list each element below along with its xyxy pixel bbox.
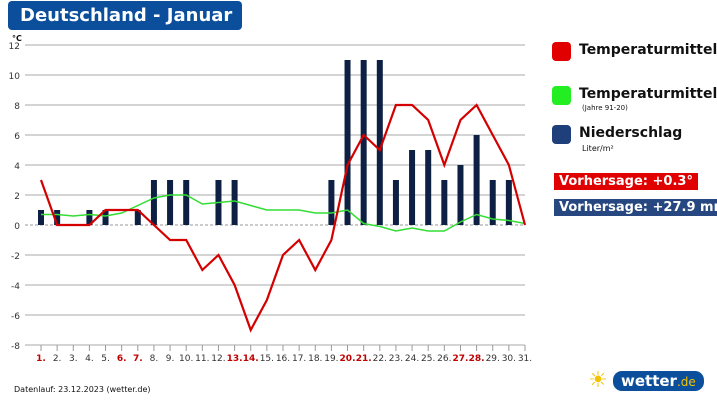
- source-note: Datenlauf: 23.12.2023 (wetter.de): [14, 385, 151, 394]
- precip-bar-day-13: [231, 180, 238, 225]
- precip-bar-day-5: [102, 210, 109, 225]
- x-tick-label: 11.: [195, 354, 209, 364]
- precip-bar-day-19: [328, 180, 335, 225]
- y-tick-label: -2: [11, 252, 20, 262]
- precip-bar-day-27: [457, 165, 464, 225]
- x-tick-label: 19.: [324, 354, 338, 364]
- precip-bar-day-23: [392, 180, 399, 225]
- y-tick-label: 4: [14, 162, 20, 172]
- legend-sublabel: (Jahre 91-20): [582, 104, 628, 112]
- y-tick-label: 10: [9, 72, 21, 82]
- precip-bar-day-25: [425, 150, 432, 225]
- logo-tld: .de: [676, 375, 696, 389]
- x-tick-label: 31.: [518, 354, 532, 364]
- legend-label: Temperaturmittel: [579, 42, 717, 58]
- x-tick-label: 8.: [150, 354, 159, 364]
- wetter-logo[interactable]: ☀ wetter.de: [586, 369, 704, 393]
- x-tick-label: 17.: [292, 354, 306, 364]
- x-tick-label: 23.: [389, 354, 403, 364]
- x-tick-label: 22.: [373, 354, 387, 364]
- precip-bar-day-24: [409, 150, 416, 225]
- temperature-normal-line: [41, 194, 526, 232]
- x-tick-label: 12.: [211, 354, 225, 364]
- y-tick-label: -4: [11, 282, 20, 292]
- x-tick-label: 6.: [117, 354, 127, 364]
- x-tick-label: 20.: [340, 354, 356, 364]
- y-tick-label: -8: [11, 342, 20, 352]
- x-tick-label: 15.: [260, 354, 274, 364]
- x-tick-label: 14.: [243, 354, 259, 364]
- x-tick-label: 4.: [85, 354, 94, 364]
- x-tick-label: 28.: [469, 354, 485, 364]
- logo-main: wetter: [621, 372, 677, 390]
- x-tick-label: 9.: [166, 354, 175, 364]
- y-tick-label: 0: [14, 222, 20, 232]
- legend-swatch-red: [552, 42, 571, 61]
- x-tick-label: 7.: [133, 354, 143, 364]
- x-tick-label: 10.: [179, 354, 193, 364]
- legend-swatch-blue: [552, 125, 571, 144]
- forecast-precip-badge: Vorhersage: +27.9 mm: [554, 199, 717, 216]
- precip-bar-day-4: [86, 210, 93, 225]
- y-tick-label: 8: [14, 102, 20, 112]
- precip-bar-day-30: [505, 180, 512, 225]
- legend-sublabel: Liter/m²: [582, 144, 614, 153]
- sun-icon: ☀: [588, 368, 608, 393]
- precip-bar-day-1: [38, 210, 44, 225]
- legend-swatch-green: [552, 86, 571, 105]
- precip-bar-day-2: [54, 210, 61, 225]
- forecast-temp-badge: Vorhersage: +0.3°: [554, 173, 698, 190]
- y-tick-label: -6: [11, 312, 20, 322]
- x-tick-label: 21.: [356, 354, 372, 364]
- precip-bar-day-7: [134, 210, 141, 225]
- precip-bar-day-9: [167, 180, 174, 225]
- precip-bar-day-10: [183, 180, 190, 225]
- precip-bar-day-22: [376, 60, 383, 225]
- x-tick-label: 27.: [452, 354, 468, 364]
- precip-bar-day-28: [473, 135, 480, 225]
- page-title: Deutschland - Januar: [8, 1, 242, 30]
- y-tick-label: 2: [14, 192, 20, 202]
- precip-bar-day-21: [360, 60, 367, 225]
- y-tick-label: 12: [9, 42, 20, 52]
- x-tick-label: 2.: [53, 354, 62, 364]
- x-tick-label: 29.: [486, 354, 500, 364]
- precip-bar-day-26: [441, 180, 448, 225]
- x-tick-label: 3.: [69, 354, 78, 364]
- x-tick-label: 13.: [227, 354, 243, 364]
- legend-label: Niederschlag: [579, 125, 683, 141]
- temperature-line: [39, 103, 527, 333]
- x-tick-label: 16.: [276, 354, 290, 364]
- y-axis-label: °C: [12, 34, 22, 43]
- precip-bar-day-8: [150, 180, 157, 225]
- x-tick-label: 1.: [36, 354, 46, 364]
- x-tick-label: 24.: [405, 354, 419, 364]
- precip-bar-day-29: [489, 180, 496, 225]
- precip-bar-day-20: [344, 60, 351, 225]
- logo-text: wetter.de: [613, 371, 704, 391]
- legend-label: Temperaturmittel: [579, 86, 717, 102]
- y-tick-label: 6: [14, 132, 20, 142]
- x-tick-label: 26.: [437, 354, 451, 364]
- x-tick-label: 5.: [101, 354, 110, 364]
- x-tick-label: 18.: [308, 354, 322, 364]
- x-tick-label: 25.: [421, 354, 435, 364]
- x-tick-label: 30.: [502, 354, 516, 364]
